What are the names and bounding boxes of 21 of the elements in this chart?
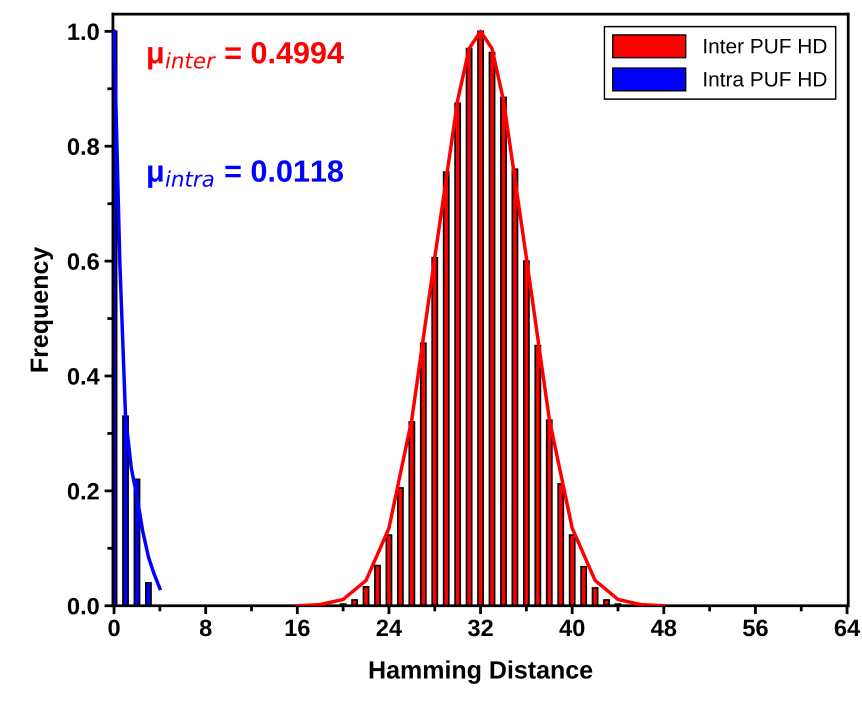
y-tick-label: 0.8 xyxy=(68,138,100,156)
y-tick-label: 0.2 xyxy=(68,482,99,500)
y-axis-title: Frequency xyxy=(30,246,54,372)
x-tick-label: 64 xyxy=(834,620,860,636)
y-tick-label: 1.0 xyxy=(68,23,99,40)
x-tick-label: 48 xyxy=(651,620,676,636)
y-tick-label: 0.4 xyxy=(68,368,100,385)
legend-label: Intra PUF HD xyxy=(704,72,826,87)
y-tick-label: 0.0 xyxy=(68,598,99,615)
x-tick-label: 32 xyxy=(468,620,493,636)
legend-label: Inter PUF HD xyxy=(704,38,826,54)
annotation: μ$_{intra}$ = 0.0118 xyxy=(148,160,343,188)
x-tick-label: 24 xyxy=(376,620,402,636)
x-tick-label: 56 xyxy=(743,620,768,636)
x-tick-label: 40 xyxy=(559,620,584,636)
x-tick-label: 16 xyxy=(286,620,310,636)
y-tick-label: 0.6 xyxy=(68,253,99,270)
x-axis-title: Hamming Distance xyxy=(370,660,592,684)
annotation: μ$_{inter}$ = 0.4994 xyxy=(148,42,344,70)
x-tick-label: 0 xyxy=(108,620,120,636)
x-tick-label: 8 xyxy=(200,620,212,636)
